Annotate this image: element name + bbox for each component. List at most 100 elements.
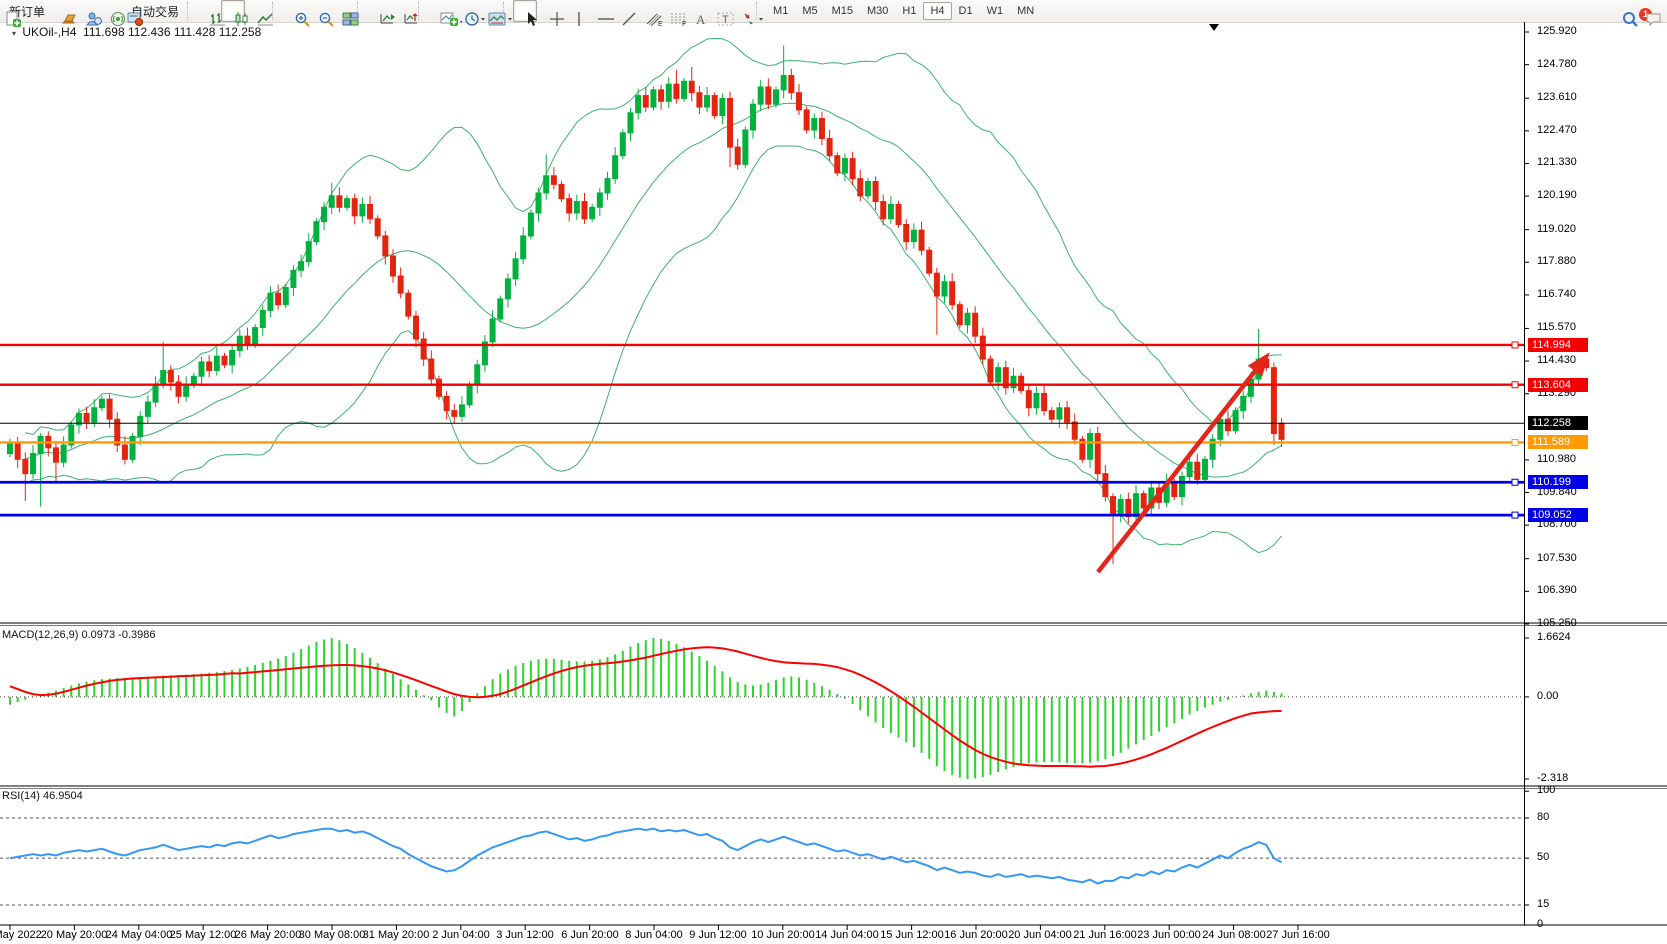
signals-button[interactable]	[98, 0, 126, 26]
timeframe-M15[interactable]: M15	[831, 5, 853, 17]
chart-collapse-icon[interactable]: ▾	[12, 29, 17, 38]
vline-tool-button[interactable]	[561, 0, 585, 26]
candle-body	[895, 203, 902, 225]
time-axis-label: 27 Jun 16:00	[1266, 929, 1330, 941]
timeframe-W1[interactable]: W1	[986, 5, 1004, 17]
candle-body	[665, 83, 672, 102]
candle-chart-button[interactable]	[221, 0, 248, 26]
candle-body	[1217, 418, 1224, 440]
candle-body	[757, 86, 764, 105]
candle-body	[711, 95, 718, 117]
candle-body	[282, 286, 289, 306]
price-level-badge[interactable]: 114.994	[1528, 338, 1588, 352]
candle-body	[137, 415, 144, 437]
svg-text:T: T	[722, 14, 729, 26]
hline-tool-button[interactable]	[585, 0, 615, 22]
periods-button[interactable]	[452, 0, 486, 26]
ohlc-close: 112.258	[218, 25, 262, 39]
bar-chart-button[interactable]	[197, 0, 226, 26]
trend-arrow-line[interactable]	[1096, 355, 1268, 574]
candle-body	[849, 158, 856, 180]
candle-body	[7, 441, 13, 455]
market-watch-button[interactable]	[50, 0, 76, 24]
trend-arrow-head[interactable]	[1247, 352, 1270, 377]
level-anchor[interactable]	[1511, 438, 1519, 446]
level-anchor[interactable]	[1511, 511, 1519, 519]
candle-body	[1056, 407, 1063, 420]
trendline-tool-button[interactable]	[609, 0, 636, 26]
candle-body	[1033, 392, 1040, 409]
candle-body	[236, 335, 243, 351]
time-axis-label: 24 May 04:00	[105, 929, 173, 941]
level-anchor[interactable]	[1511, 478, 1519, 486]
text-tool-button[interactable]: A	[681, 0, 706, 27]
timeframe-MN[interactable]: MN	[1017, 5, 1035, 17]
candle-body	[880, 201, 887, 220]
new-order-button[interactable]: 新订单	[0, 1, 50, 27]
price-level-badge[interactable]: 109.052	[1528, 508, 1588, 522]
fibonacci-tool-button[interactable]: F	[657, 0, 686, 27]
level-anchor[interactable]	[1511, 381, 1519, 389]
svg-text:E: E	[658, 21, 663, 27]
timeframe-M30[interactable]: M30	[867, 5, 889, 17]
chart-shift-marker[interactable]	[1209, 24, 1219, 31]
candle-body	[244, 335, 251, 346]
candle-body	[979, 335, 986, 360]
candle-body	[160, 370, 167, 386]
candle-body	[367, 203, 374, 220]
ohlc-low: 111.428	[173, 25, 216, 39]
candle-body	[206, 361, 213, 372]
notifications-button[interactable]: 1	[1633, 0, 1661, 27]
symbol-period-label: UKOil-,H4	[22, 25, 77, 39]
auto-scroll-button[interactable]	[367, 0, 396, 24]
price-level-badge[interactable]: 112.258	[1528, 416, 1588, 430]
timeframe-H1[interactable]: H1	[902, 5, 917, 17]
timeframe-D1[interactable]: D1	[958, 5, 973, 17]
candle-body	[987, 358, 994, 383]
candle-body	[1025, 390, 1032, 409]
zoom-in-button[interactable]	[282, 0, 310, 27]
price-level-badge[interactable]: 111.589	[1528, 435, 1588, 449]
profile-button[interactable]	[74, 0, 102, 26]
candle-body	[152, 384, 159, 403]
crosshair-tool-button[interactable]	[537, 0, 565, 26]
autotrade-button[interactable]: 自动交易	[122, 1, 184, 26]
search-button[interactable]	[1609, 0, 1638, 27]
indicators-button[interactable]	[428, 0, 463, 26]
channel-tool-button[interactable]: E	[633, 0, 663, 27]
candle-body	[259, 309, 266, 329]
candle-body	[1071, 421, 1078, 440]
label-tool-button[interactable]: T	[705, 0, 734, 26]
candle-body	[619, 132, 626, 157]
price-axis-label: 106.390	[1537, 584, 1577, 596]
candle-body	[750, 103, 757, 131]
candle-body	[1240, 395, 1247, 412]
timeframe-M1[interactable]: M1	[773, 5, 789, 17]
candle-body	[1048, 410, 1055, 420]
candle-body	[1194, 461, 1201, 480]
candle-body	[635, 95, 642, 114]
tile-windows-button[interactable]	[330, 0, 359, 26]
candle-body	[451, 410, 458, 417]
line-chart-button[interactable]	[245, 0, 274, 26]
shapes-tool-button[interactable]	[729, 0, 764, 25]
candle-body	[497, 298, 504, 320]
time-axis-label: 24 Jun 08:00	[1202, 929, 1266, 941]
price-level-badge[interactable]: 110.199	[1528, 475, 1588, 489]
price-level-badge[interactable]: 113.604	[1528, 378, 1588, 392]
timeframe-H4[interactable]: H4	[923, 2, 952, 20]
candle-body	[841, 158, 848, 174]
level-anchor[interactable]	[1511, 341, 1519, 349]
candle-body	[933, 272, 940, 297]
candle-body	[826, 138, 833, 157]
templates-button[interactable]	[476, 0, 513, 26]
chart-shift-button[interactable]	[391, 0, 418, 24]
candle-body	[673, 83, 680, 99]
zoom-out-button[interactable]	[306, 0, 334, 27]
timeframe-M5[interactable]: M5	[802, 5, 818, 17]
svg-text:A: A	[696, 12, 706, 27]
toolbar-separator	[503, 2, 510, 20]
cursor-tool-button[interactable]	[513, 0, 538, 26]
price-axis-label: 124.780	[1537, 58, 1577, 70]
